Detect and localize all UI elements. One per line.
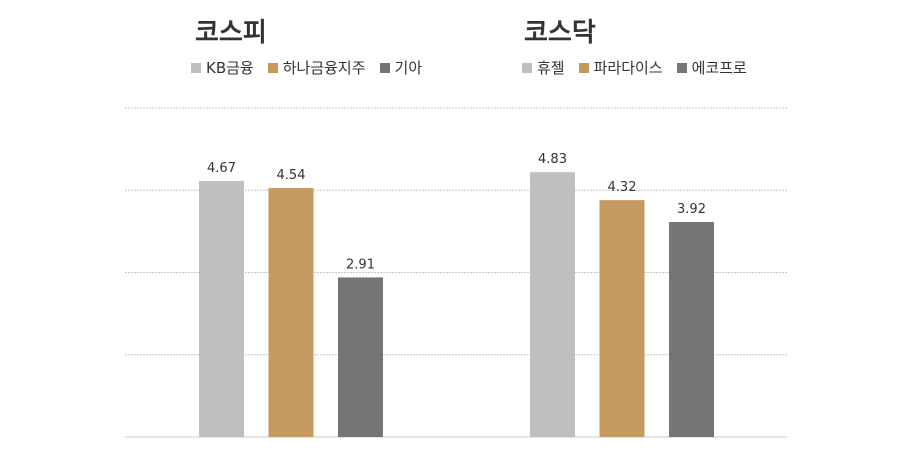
legend-swatch [267, 62, 278, 73]
legend-swatch [522, 62, 532, 73]
chart-title-kospi: 코스피 [195, 18, 267, 48]
legend-label: 에코프로 [691, 59, 747, 77]
data-label: 4.54 [277, 168, 306, 183]
data-label: 3.92 [677, 202, 706, 217]
bar [338, 277, 383, 437]
bar [268, 188, 314, 437]
legend-label: KB금융 [206, 59, 254, 77]
legend-label: 하나금융지주 [282, 59, 366, 77]
bar [669, 222, 714, 437]
legend-label: 기아 [394, 59, 423, 77]
data-label: 4.67 [207, 161, 236, 176]
data-label: 4.83 [538, 152, 567, 167]
data-label: 4.32 [608, 180, 637, 195]
legend-item: KB금융 [191, 57, 254, 78]
legend-swatch [578, 62, 589, 73]
chart-title-kosdaq: 코스닥 [524, 18, 596, 48]
legend-item: 기아 [379, 57, 423, 78]
legend-swatch [676, 62, 687, 73]
legend-label: 휴젤 [537, 59, 565, 77]
legend-swatch [379, 62, 390, 73]
legend-item: 파라다이스 [578, 57, 663, 78]
bar [599, 200, 645, 437]
data-label: 2.91 [346, 257, 375, 272]
bar [530, 172, 575, 437]
legend-label: 파라다이스 [593, 59, 663, 77]
legend-item: 에코프로 [676, 57, 747, 78]
legend-kosdaq: 휴젤 파라다이스 에코프로 [522, 57, 747, 78]
bar [199, 180, 244, 437]
legend-swatch [191, 62, 201, 73]
legend-item: 휴젤 [522, 57, 565, 78]
legend-item: 하나금융지주 [267, 57, 366, 78]
legend-kospi: KB금융 하나금융지주 기아 [191, 57, 422, 78]
